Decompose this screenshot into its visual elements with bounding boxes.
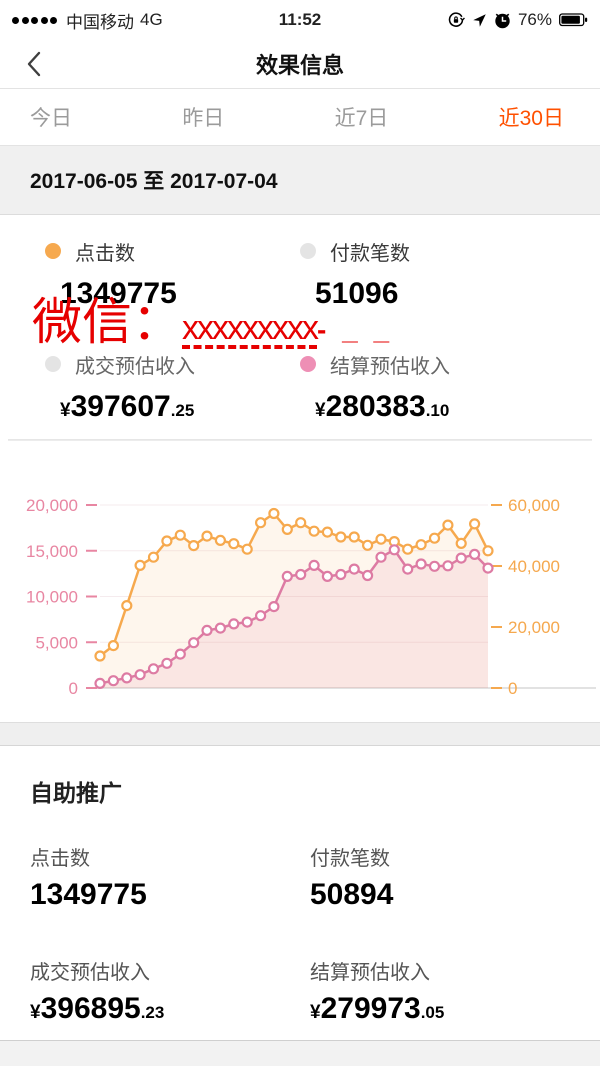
metric-value: 51096 bbox=[315, 277, 399, 310]
metric-label: 点击数 bbox=[75, 242, 135, 265]
metric-label: 成交预估收入 bbox=[75, 355, 195, 378]
svg-text:0: 0 bbox=[69, 679, 78, 698]
tab-yesterday[interactable]: 昨日 bbox=[182, 107, 225, 130]
self-promo-card: 自助推广 点击数 1349775 付款笔数 50894 成交预估收入 ¥3968… bbox=[0, 746, 600, 1040]
svg-text:5,000: 5,000 bbox=[35, 633, 78, 652]
promo-metric-deal-revenue: 成交预估收入 ¥396895.23 bbox=[30, 912, 310, 1026]
legend-dot-payments-icon bbox=[300, 243, 316, 259]
summary-stats: 点击数 1349775 付款笔数 51096 成交预估收入 ¥397607.25… bbox=[0, 215, 600, 440]
section-gap bbox=[0, 722, 600, 746]
svg-text:40,000: 40,000 bbox=[508, 557, 560, 576]
metric-label: 结算预估收入 bbox=[310, 962, 430, 984]
date-range-label: 2017-06-05 至 2017-07-04 bbox=[30, 170, 278, 193]
location-arrow-icon bbox=[472, 13, 487, 28]
legend-dot-deal-revenue-icon bbox=[45, 356, 61, 372]
svg-text:15,000: 15,000 bbox=[26, 542, 78, 561]
nav-bar: 效果信息 bbox=[0, 40, 600, 89]
metric-label: 付款笔数 bbox=[330, 242, 410, 265]
metric-deal-revenue: 成交预估收入 ¥397607.25 bbox=[45, 352, 300, 424]
status-bar: 中国移动 4G 11:52 76% bbox=[0, 0, 600, 40]
card-title: 自助推广 bbox=[30, 780, 122, 806]
clock-time: 11:52 bbox=[278, 10, 322, 29]
legend-dot-clicks-icon bbox=[45, 243, 61, 259]
metric-value: ¥280383.10 bbox=[315, 390, 450, 423]
svg-text:10,000: 10,000 bbox=[26, 588, 78, 607]
metric-settled-revenue: 结算预估收入 ¥280383.10 bbox=[300, 352, 600, 424]
metric-label: 结算预估收入 bbox=[330, 355, 450, 378]
metric-label: 付款笔数 bbox=[310, 848, 390, 870]
metric-payments: 付款笔数 51096 bbox=[300, 239, 600, 311]
page-title: 效果信息 bbox=[255, 53, 344, 78]
alarm-clock-icon bbox=[494, 12, 511, 29]
svg-text:60,000: 60,000 bbox=[508, 496, 560, 515]
divider bbox=[8, 439, 592, 440]
legend-dot-settled-revenue-icon bbox=[300, 356, 316, 372]
battery-percent-label: 76% bbox=[517, 10, 552, 29]
svg-text:20,000: 20,000 bbox=[26, 496, 78, 515]
metric-value: ¥396895.23 bbox=[30, 992, 165, 1025]
promo-metric-settled-revenue: 结算预估收入 ¥279973.05 bbox=[310, 912, 600, 1026]
metric-value: ¥397607.25 bbox=[60, 390, 195, 423]
page-footer bbox=[0, 1040, 600, 1066]
signal-strength-icon bbox=[12, 16, 57, 24]
promo-metric-clicks: 点击数 1349775 bbox=[30, 802, 310, 912]
back-chevron-icon[interactable] bbox=[26, 50, 42, 83]
metric-label: 点击数 bbox=[30, 848, 90, 870]
metric-value: ¥279973.05 bbox=[310, 992, 445, 1025]
battery-icon bbox=[559, 13, 588, 27]
tab-last7days[interactable]: 近7日 bbox=[334, 107, 389, 130]
metric-clicks: 点击数 1349775 bbox=[45, 239, 300, 311]
divider bbox=[8, 440, 592, 441]
svg-text:0: 0 bbox=[508, 679, 517, 698]
date-range-bar[interactable]: 2017-06-05 至 2017-07-04 bbox=[0, 146, 600, 215]
line-chart-svg: 0 5,000 10,000 15,000 20,000 0 20,000 40,000 60,… bbox=[26, 496, 596, 698]
network-type-label: 4G bbox=[140, 10, 163, 29]
tab-last30days[interactable]: 近30日 bbox=[498, 107, 564, 130]
metric-value: 1349775 bbox=[60, 277, 177, 310]
metric-value: 50894 bbox=[310, 878, 394, 911]
trend-chart: 0 5,000 10,000 15,000 20,000 0 20,000 40,000 60,… bbox=[0, 440, 600, 722]
tab-today[interactable]: 今日 bbox=[30, 107, 72, 130]
date-range-tabs: 今日 昨日 近7日 近30日 bbox=[0, 89, 600, 146]
metric-label: 成交预估收入 bbox=[30, 962, 150, 984]
orientation-lock-icon bbox=[447, 11, 465, 29]
promo-metric-payments: 付款笔数 50894 bbox=[310, 802, 600, 912]
carrier-label: 中国移动 bbox=[66, 12, 134, 32]
svg-text:20,000: 20,000 bbox=[508, 618, 560, 637]
metric-value: 1349775 bbox=[30, 878, 147, 911]
